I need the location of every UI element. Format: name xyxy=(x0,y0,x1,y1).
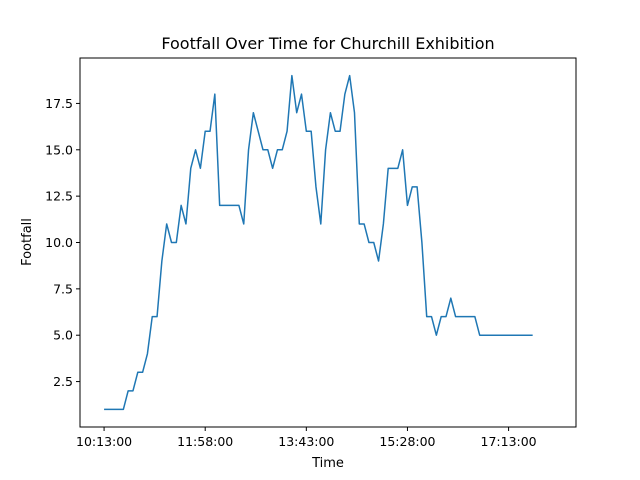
y-tick-label: 7.5 xyxy=(53,281,73,296)
y-tick-label: 17.5 xyxy=(45,96,73,111)
series-lines xyxy=(104,74,533,411)
x-tick-label: 11:58:00 xyxy=(177,434,233,449)
series-line-0 xyxy=(104,74,533,411)
y-axis-ticks: 2.5 5.0 7.5 10.0 12.5 15.0 17.5 xyxy=(45,96,80,389)
x-tick-label: 10:13:00 xyxy=(76,434,132,449)
y-tick-label: 5.0 xyxy=(53,328,73,343)
y-tick-label: 10.0 xyxy=(45,235,73,250)
y-tick-label: 2.5 xyxy=(53,374,73,389)
y-axis-label: Footfall xyxy=(20,218,35,266)
y-tick-label: 12.5 xyxy=(45,189,73,204)
x-tick-label: 13:43:00 xyxy=(278,434,334,449)
x-tick-label: 15:28:00 xyxy=(379,434,435,449)
x-axis-label: Time xyxy=(311,456,344,471)
y-tick-label: 15.0 xyxy=(45,142,73,157)
x-axis-ticks: 10:13:00 11:58:00 13:43:00 15:28:00 17:13:00 xyxy=(76,427,537,449)
x-tick-label: 17:13:00 xyxy=(481,434,537,449)
chart-title: Footfall Over Time for Churchill Exhibit… xyxy=(161,34,494,53)
plot-area-frame xyxy=(79,57,577,428)
